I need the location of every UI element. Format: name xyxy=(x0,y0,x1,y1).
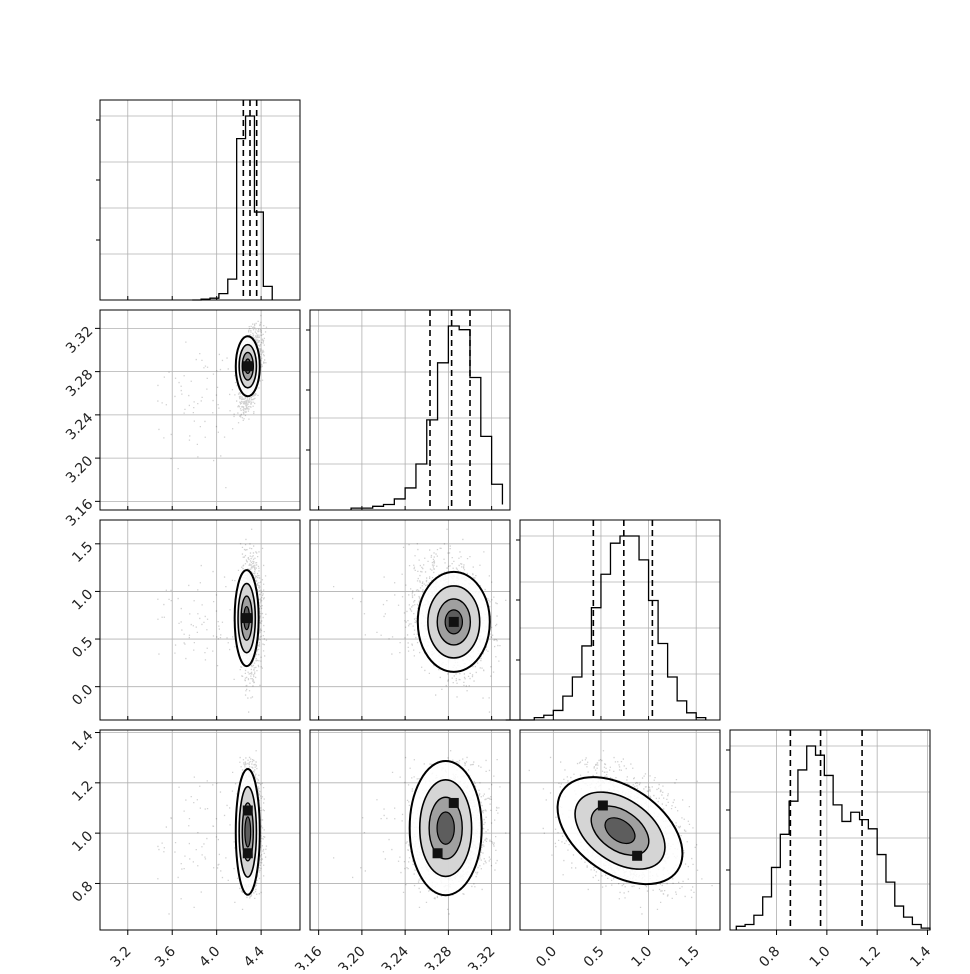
x-tick-label: 3.28 xyxy=(422,944,455,970)
density-contour xyxy=(436,811,455,845)
x-tick-label: 0.5 xyxy=(581,944,608,970)
x-tick-label: 3.2 xyxy=(108,944,135,970)
x-tick-label: 1.0 xyxy=(807,944,834,970)
panel-1-0: 3.16 3.20 3.24 3.28 3.32 xyxy=(63,309,301,530)
x-tick-label: 0.0 xyxy=(533,944,560,970)
panel-2-2 xyxy=(505,519,721,721)
density-contour xyxy=(604,817,636,845)
panel-frame xyxy=(99,729,301,931)
x-tick-label: 1.2 xyxy=(857,944,884,970)
panel-3-3: 0.8 1.0 1.2 1.4 xyxy=(726,729,934,971)
panel-frame xyxy=(309,729,511,931)
y-tick-label: 3.28 xyxy=(63,367,96,400)
x-tick-label: 0.8 xyxy=(756,944,783,970)
histogram-step xyxy=(192,115,273,301)
panel-2-1 xyxy=(309,519,511,721)
panel-2-0: 0.0 0.5 1.0 1.5 xyxy=(69,519,301,721)
panel-3-0: 0.8 1.0 1.2 1.4 3.2 3.6 4.0 4.4 xyxy=(69,728,301,971)
x-tick-label: 3.20 xyxy=(335,944,368,970)
x-tick-label: 1.4 xyxy=(907,943,934,970)
panel-frame xyxy=(519,729,721,931)
histogram-step xyxy=(505,535,707,721)
panel-frame xyxy=(519,519,721,721)
scatter-points xyxy=(157,314,268,489)
panel-frame xyxy=(99,519,301,721)
density-peak xyxy=(242,805,253,816)
density-peak xyxy=(242,848,253,859)
y-tick-label: 0.5 xyxy=(69,634,96,661)
x-tick-label: 1.5 xyxy=(676,944,703,970)
panel-0-0 xyxy=(96,99,301,301)
histogram-step xyxy=(735,745,931,930)
y-tick-label: 1.2 xyxy=(69,778,96,805)
panel-frame xyxy=(309,309,511,511)
histogram-step xyxy=(350,325,504,510)
y-tick-label: 1.0 xyxy=(69,586,96,613)
y-tick-label: 0.0 xyxy=(69,682,96,709)
y-tick-label: 3.16 xyxy=(63,496,96,529)
panel-frame xyxy=(309,519,511,721)
panel-frame xyxy=(99,99,301,301)
y-tick-label: 3.24 xyxy=(63,410,96,443)
x-tick-label: 4.0 xyxy=(196,944,223,970)
density-peak xyxy=(448,797,459,808)
y-tick-label: 1.4 xyxy=(69,728,96,755)
panel-3-1: 3.16 3.20 3.24 3.28 3.32 xyxy=(292,729,511,974)
density-peak xyxy=(448,616,459,627)
y-tick-label: 0.8 xyxy=(69,879,96,906)
panel-frame xyxy=(99,309,301,511)
y-tick-label: 1.5 xyxy=(69,539,96,566)
y-tick-label: 3.20 xyxy=(63,453,96,486)
x-tick-label: 3.32 xyxy=(465,944,498,970)
density-peak xyxy=(242,361,253,372)
panel-1-1 xyxy=(306,309,511,511)
x-tick-label: 4.4 xyxy=(241,943,268,970)
x-tick-label: 3.16 xyxy=(292,943,325,970)
x-tick-label: 1.0 xyxy=(628,944,655,970)
x-tick-label: 3.6 xyxy=(152,943,179,970)
y-tick-label: 3.32 xyxy=(63,323,96,356)
x-tick-label: 3.24 xyxy=(379,943,412,970)
density-peak xyxy=(241,613,252,624)
density-peak xyxy=(597,800,608,811)
panel-3-2: 0.0 0.5 1.0 1.5 xyxy=(519,729,721,971)
density-peak xyxy=(432,848,443,859)
panel-frame xyxy=(729,729,931,931)
y-tick-label: 1.0 xyxy=(69,828,96,855)
density-peak xyxy=(632,850,643,861)
density-contour xyxy=(244,816,252,848)
scatter-points xyxy=(333,528,507,713)
